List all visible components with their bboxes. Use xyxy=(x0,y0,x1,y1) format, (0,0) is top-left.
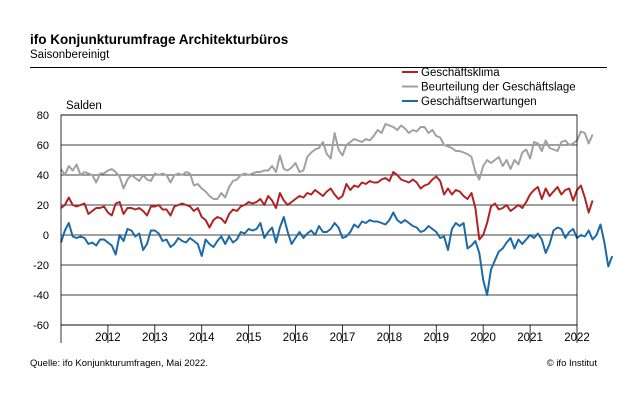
x-tick-label: 2021 xyxy=(517,332,543,344)
plot-frame xyxy=(60,114,578,326)
series-line xyxy=(60,171,594,241)
copyright-note: © ifo Institut xyxy=(546,358,597,369)
x-tick-label: 2013 xyxy=(142,332,168,344)
chart-subtitle: Saisonbereinigt xyxy=(30,49,110,61)
y-tick-label: -40 xyxy=(33,290,49,302)
x-tick-label: 2017 xyxy=(330,332,356,344)
y-tick-label: -20 xyxy=(33,260,49,272)
y-tick-label: 20 xyxy=(37,200,49,212)
series-line xyxy=(60,123,594,200)
series-lines xyxy=(60,123,614,296)
x-tick-label: 2016 xyxy=(283,332,309,344)
x-tick-label: 2020 xyxy=(470,332,496,344)
y-tick-label: 40 xyxy=(37,170,49,182)
chart-title: ifo Konjunkturumfrage Architekturbüros xyxy=(30,32,289,47)
x-tick-label: 2022 xyxy=(564,332,590,344)
legend-label: Geschäftserwartungen xyxy=(421,96,537,108)
title-rule xyxy=(30,67,607,68)
source-note: Quelle: ifo Konjunkturumfragen, Mai 2022… xyxy=(30,358,208,369)
x-tick-label: 2019 xyxy=(423,332,449,344)
y-tick-label: -60 xyxy=(33,320,49,332)
y-tick-labels: -60 -40 -20 0 20 40 60 80 xyxy=(33,110,49,332)
x-tick-label: 2018 xyxy=(377,332,403,344)
legend-label: Geschäftsklima xyxy=(421,67,500,79)
x-tick-label: 2012 xyxy=(95,332,121,344)
plot-border xyxy=(60,114,578,326)
legend-label: Beurteilung der Geschäftslage xyxy=(421,82,576,94)
y-tick-label: 60 xyxy=(37,140,49,152)
y-axis-label: Salden xyxy=(66,100,102,112)
series-line xyxy=(60,211,614,296)
x-tick-label: 2014 xyxy=(189,332,215,344)
y-tick-label: 0 xyxy=(43,230,49,242)
x-tick-label: 2015 xyxy=(236,332,262,344)
legend: Geschäftsklima Beurteilung der Geschäftsl… xyxy=(402,67,576,108)
x-tick-labels: 2012 2013 2014 2015 2016 2017 2018 2019 2020 2021… xyxy=(60,325,590,344)
y-tick-label: 80 xyxy=(37,110,49,122)
